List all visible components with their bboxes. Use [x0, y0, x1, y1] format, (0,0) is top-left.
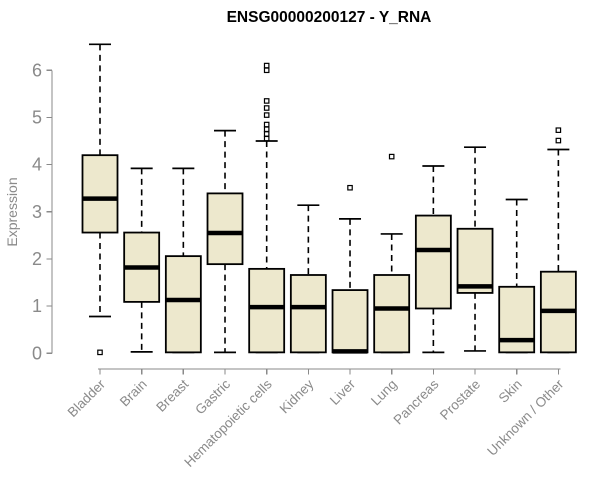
y-tick-label-1: 1 — [32, 296, 42, 316]
outlier-point — [97, 349, 103, 356]
box-prostate — [456, 146, 494, 352]
y-axis: 0 1 2 3 4 5 6 — [32, 60, 53, 363]
y-tick-label-2: 2 — [32, 249, 42, 269]
box-brain — [123, 167, 161, 353]
outlier-point — [263, 62, 270, 69]
x-tick-label-prostate: Prostate — [437, 377, 483, 423]
outlier-point — [263, 131, 270, 137]
x-tick-label-lung: Lung — [368, 377, 400, 409]
x-tick-label-pancreas: Pancreas — [391, 376, 442, 427]
outlier-point — [388, 153, 395, 160]
iqr-box — [206, 192, 244, 266]
x-tick-label-unknown-other: Unknown / Other — [484, 376, 567, 459]
iqr-box — [289, 274, 327, 354]
outlier-point — [263, 105, 270, 111]
outlier-point — [263, 135, 270, 142]
x-tick-label-liver: Liver — [327, 376, 359, 408]
x-tick-label-gastric: Gastric — [192, 376, 233, 417]
x-tick-label-bladder: Bladder — [65, 376, 109, 420]
box-lung — [373, 153, 411, 354]
outlier-point — [263, 121, 270, 128]
outlier-point — [263, 98, 270, 104]
iqr-box — [248, 267, 286, 354]
x-tick-label-breast: Breast — [153, 376, 191, 414]
x-tick-label-skin: Skin — [496, 377, 525, 406]
iqr-box — [164, 255, 202, 354]
chart-title: ENSG00000200127 - Y_RNA — [227, 9, 432, 26]
outlier-point — [555, 137, 562, 144]
outlier-point — [263, 112, 270, 118]
y-axis-label: Expression — [4, 177, 20, 246]
box-hematopoietic-cells — [248, 62, 286, 354]
y-tick-label-4: 4 — [32, 155, 42, 175]
iqr-box — [373, 274, 411, 354]
box-breast — [164, 167, 202, 354]
iqr-box — [81, 154, 119, 234]
iqr-box — [456, 227, 494, 294]
box-gastric — [206, 129, 244, 354]
box-unknown-other — [539, 127, 577, 354]
outlier-point — [555, 127, 562, 133]
box-skin — [498, 198, 536, 354]
outlier-point — [263, 126, 270, 133]
y-tick-label-3: 3 — [32, 202, 42, 222]
box-liver — [331, 184, 369, 354]
y-tick-label-0: 0 — [32, 343, 42, 363]
box-kidney — [289, 204, 327, 354]
y-tick-label-5: 5 — [32, 107, 42, 127]
box-pancreas — [414, 165, 452, 354]
boxplot-series — [81, 43, 577, 356]
iqr-box — [498, 285, 536, 354]
outlier-point — [347, 184, 353, 191]
iqr-box — [414, 214, 452, 310]
y-tick-label-6: 6 — [32, 60, 42, 80]
x-tick-label-brain: Brain — [117, 377, 150, 410]
iqr-box — [331, 289, 369, 354]
outlier-point — [263, 67, 270, 74]
x-tick-label-kidney: Kidney — [277, 376, 317, 416]
box-bladder — [81, 43, 119, 356]
